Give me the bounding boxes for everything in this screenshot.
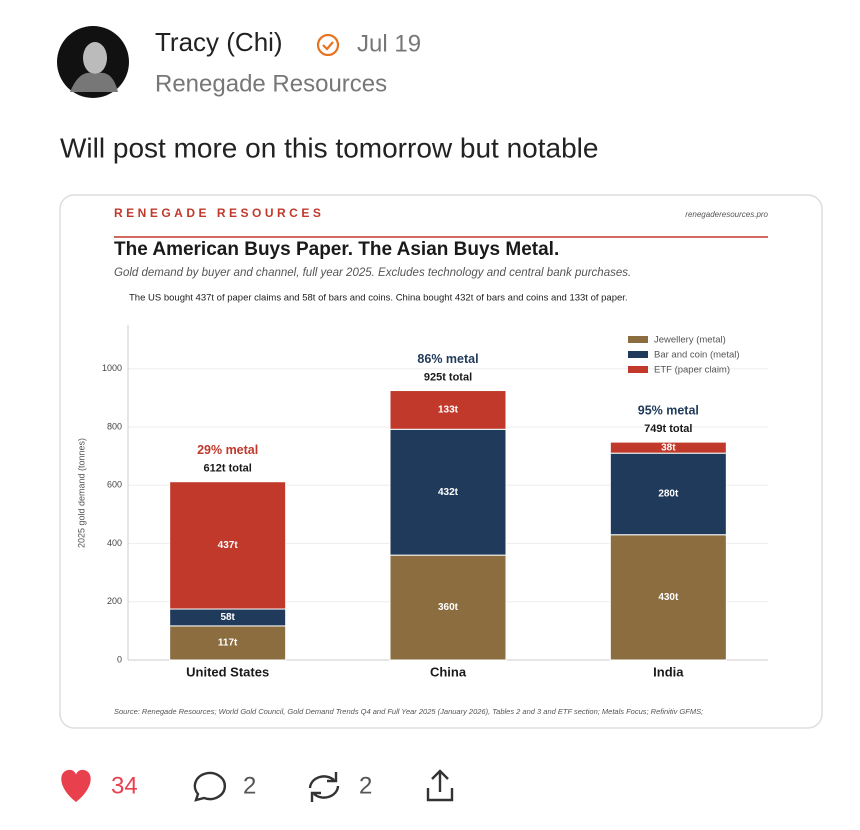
post-text: Will post more on this tomorrow but nota… <box>60 132 598 163</box>
y-tick-label: 800 <box>107 421 122 431</box>
bar-segment <box>609 534 727 661</box>
value-label: 117t <box>218 638 238 649</box>
bar-segment <box>609 441 727 454</box>
bar-segment <box>169 625 287 661</box>
repost-count: 2 <box>359 772 372 799</box>
source: Source: Renegade Resources; World Gold C… <box>114 707 703 716</box>
y-tick-label: 1000 <box>102 363 122 373</box>
x-tick-label: India <box>653 664 684 679</box>
chart-note: The US bought 437t of paper claims and 5… <box>129 293 628 304</box>
brand: RENEGADE RESOURCES <box>114 206 324 220</box>
legend-swatch <box>628 366 648 373</box>
bar-segment <box>389 390 507 430</box>
bar-segment <box>389 554 507 661</box>
metal-share: 86% metal <box>417 352 478 366</box>
legend-swatch <box>628 351 648 358</box>
x-tick-label: China <box>430 664 467 679</box>
value-label: 360t <box>438 602 459 613</box>
like-button[interactable] <box>61 769 91 802</box>
total-label: 612t total <box>204 463 252 475</box>
y-axis-label: 2025 gold demand (tonnes) <box>76 438 86 548</box>
value-label: 38t <box>661 442 676 453</box>
value-label: 280t <box>658 489 679 500</box>
comment-count: 2 <box>243 772 256 799</box>
y-tick-label: 400 <box>107 538 122 548</box>
chart-subtitle: Gold demand by buyer and channel, full y… <box>114 267 631 279</box>
post-date: Jul 19 <box>357 30 421 57</box>
publication[interactable]: Renegade Resources <box>155 70 387 97</box>
bar-segment <box>169 481 287 610</box>
y-tick-label: 0 <box>117 654 122 664</box>
chart: RENEGADE RESOURCES renegaderesources.pro… <box>76 206 768 716</box>
value-label: 58t <box>220 612 235 623</box>
verified-badge <box>316 33 340 57</box>
y-tick-label: 200 <box>107 596 122 606</box>
bar-segment <box>389 428 507 556</box>
metal-share: 95% metal <box>638 403 699 417</box>
total-label: 749t total <box>644 423 692 435</box>
site: renegaderesources.pro <box>685 210 768 219</box>
legend-label: Bar and coin (metal) <box>654 350 740 361</box>
chart-title: The American Buys Paper. The Asian Buys … <box>114 239 559 260</box>
bar-segment <box>609 452 727 536</box>
legend-swatch <box>628 336 648 343</box>
repost-button[interactable] <box>308 772 340 802</box>
comment-button[interactable] <box>193 771 227 802</box>
value-label: 432t <box>438 487 459 498</box>
value-label: 437t <box>218 540 239 551</box>
like-count: 34 <box>111 772 138 799</box>
share-button[interactable] <box>426 769 454 802</box>
y-tick-label: 600 <box>107 480 122 490</box>
value-label: 430t <box>658 592 679 603</box>
avatar[interactable] <box>57 26 129 98</box>
author-name[interactable]: Tracy (Chi) <box>155 27 283 57</box>
legend-label: ETF (paper claim) <box>654 365 730 376</box>
x-tick-label: United States <box>186 664 269 679</box>
total-label: 925t total <box>424 371 472 383</box>
legend-label: Jewellery (metal) <box>654 335 726 346</box>
metal-share: 29% metal <box>197 443 258 457</box>
value-label: 133t <box>438 405 459 416</box>
